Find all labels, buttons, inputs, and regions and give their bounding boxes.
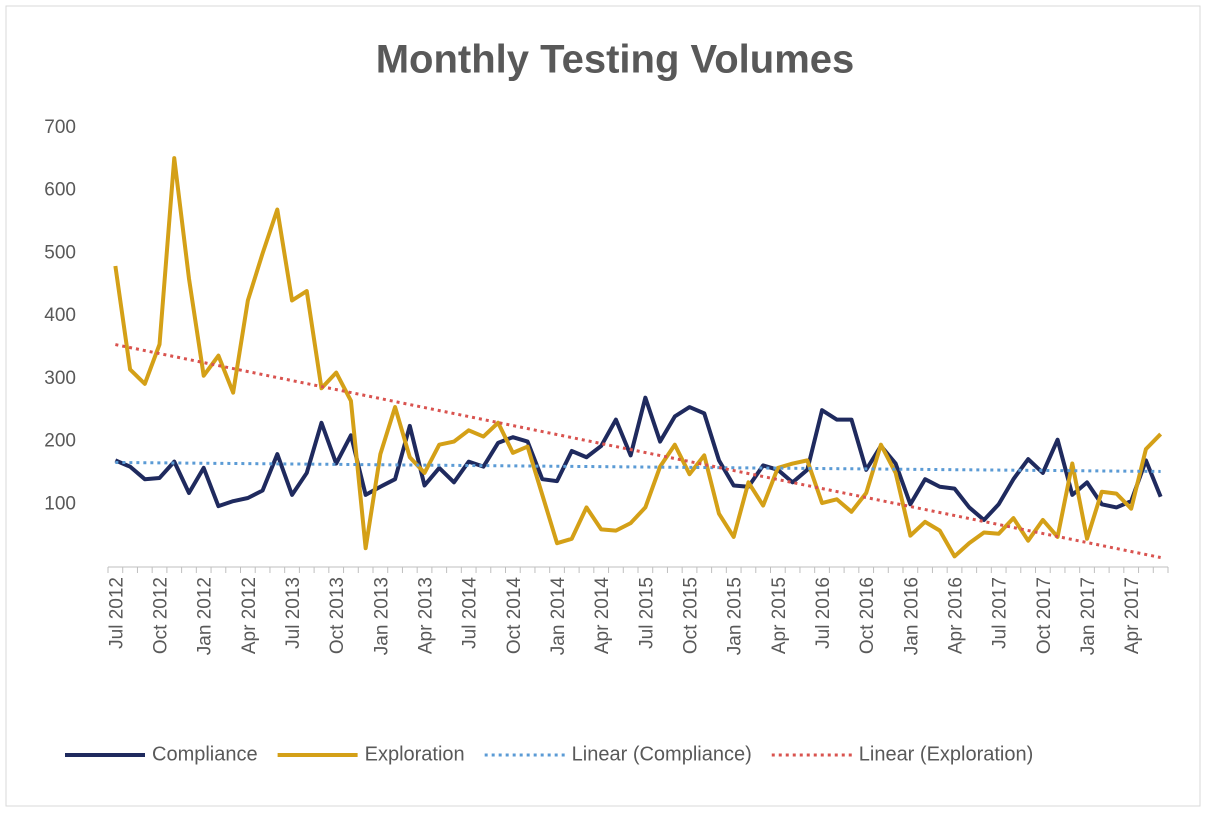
x-tick-label: Jul 2017 — [990, 577, 1011, 649]
legend-label: Linear (Compliance) — [572, 743, 752, 765]
y-tick-label: 700 — [44, 117, 76, 138]
x-tick-label: Jul 2013 — [283, 577, 304, 649]
chart-title: Monthly Testing Volumes — [376, 38, 855, 82]
x-tick-label: Jan 2016 — [901, 577, 922, 655]
legend-label: Linear (Exploration) — [859, 743, 1034, 765]
x-tick-label: Jul 2014 — [460, 577, 481, 649]
x-tick-label: Oct 2013 — [327, 577, 348, 654]
x-tick-label: Oct 2014 — [504, 577, 525, 655]
y-tick-label: 500 — [44, 242, 76, 263]
legend-label: Exploration — [365, 743, 465, 765]
y-tick-label: 300 — [44, 368, 76, 389]
x-tick-label: Apr 2015 — [769, 577, 790, 654]
trendline — [115, 343, 1161, 559]
x-tick-label: Jul 2012 — [106, 577, 127, 649]
series-line — [114, 395, 1163, 522]
x-tick-label: Jan 2017 — [1078, 577, 1099, 655]
x-tick-label: Oct 2012 — [151, 577, 172, 654]
legend-label: Compliance — [152, 743, 258, 765]
y-tick-label: 400 — [44, 305, 76, 326]
x-tick-label: Jul 2016 — [813, 577, 834, 649]
x-tick-label: Apr 2014 — [592, 577, 613, 655]
x-tick-label: Apr 2013 — [416, 577, 437, 654]
y-tick-label: 100 — [44, 493, 76, 514]
x-tick-label: Jan 2015 — [725, 577, 746, 655]
x-tick-label: Oct 2015 — [681, 577, 702, 654]
y-tick-label: 600 — [44, 180, 76, 201]
x-tick-label: Jul 2015 — [636, 577, 657, 649]
x-tick-label: Oct 2016 — [857, 577, 878, 654]
x-tick-label: Apr 2017 — [1122, 577, 1143, 654]
x-tick-label: Jan 2012 — [195, 577, 216, 655]
x-tick-label: Jan 2014 — [548, 577, 569, 656]
chart-border — [5, 5, 1201, 807]
series-line — [113, 156, 1163, 559]
y-tick-label: 200 — [44, 431, 76, 452]
x-tick-label: Apr 2012 — [239, 577, 260, 654]
x-tick-label: Jan 2013 — [371, 577, 392, 655]
x-tick-label: Apr 2016 — [946, 577, 967, 654]
x-tick-label: Oct 2017 — [1034, 577, 1055, 654]
